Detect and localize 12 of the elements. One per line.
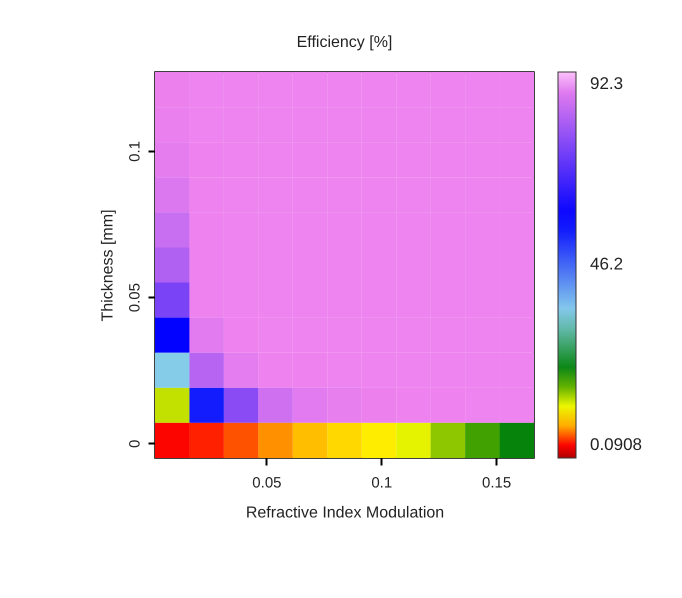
x-tick-label: 0.15	[482, 474, 512, 492]
y-tick-label: 0.1	[126, 141, 144, 162]
color-bar-label: 92.3	[590, 74, 624, 94]
x-axis-title: Refractive Index Modulation	[246, 504, 444, 522]
color-bar-label: 0.0908	[590, 435, 642, 454]
color-bar-label: 46.2	[590, 254, 624, 274]
y-tick-label: 0	[126, 440, 144, 448]
chart-title: Efficiency [%]	[296, 34, 392, 51]
y-tick-label: 0.05	[126, 283, 144, 312]
x-tick-label: 0.1	[371, 474, 392, 492]
y-axis-title: Thickness [mm]	[100, 209, 116, 322]
x-tick-label: 0.05	[252, 474, 282, 492]
